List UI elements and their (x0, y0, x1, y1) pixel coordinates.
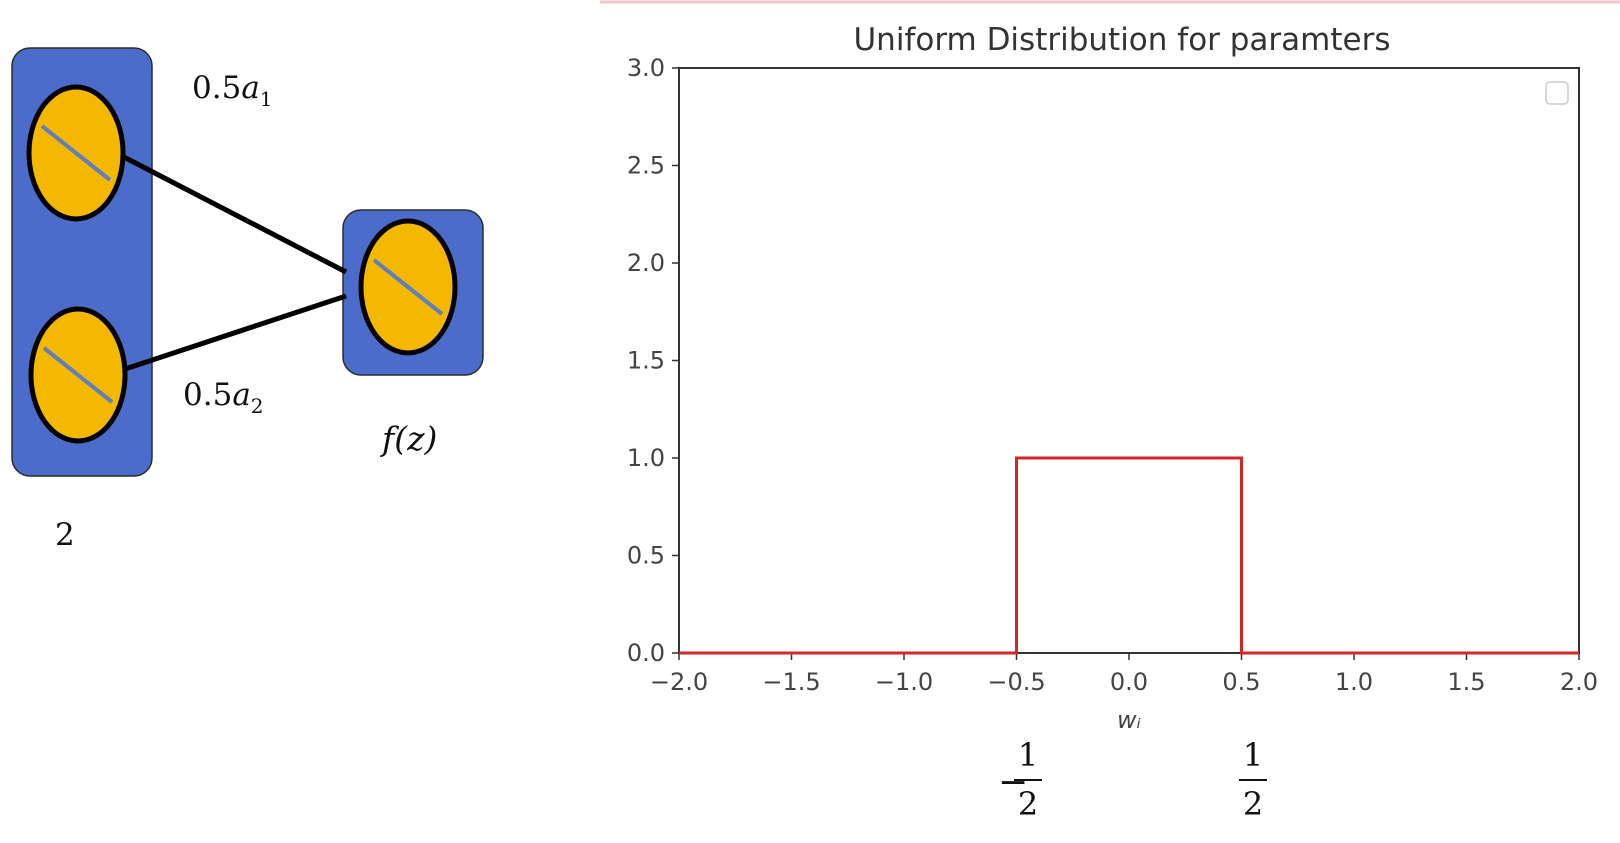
edge-bottom (121, 293, 347, 373)
y-tick-label: 1.0 (627, 444, 665, 472)
x-tick-label: −2.0 (650, 668, 708, 696)
y-tick-label: 1.5 (627, 347, 665, 375)
annotation-denominator: 2 (1243, 785, 1263, 823)
x-axis-label: wᵢ (1117, 706, 1141, 734)
y-tick-label: 2.0 (627, 249, 665, 277)
input-node-1 (26, 84, 126, 222)
input-layer-count: 2 (55, 517, 75, 553)
annotation-neg-half: − 1 2 (998, 736, 1042, 823)
x-tick-label: −1.5 (762, 668, 820, 696)
y-tick-label: 2.5 (627, 152, 665, 180)
annotation-sign: − (998, 762, 1028, 803)
edge-top-label: 0.5a1 (192, 70, 273, 111)
annotation-denominator: 2 (1018, 785, 1038, 823)
annotation-numerator: 1 (1018, 736, 1038, 774)
plot-area (678, 67, 1580, 654)
annotation-pos-half: 1 2 (1239, 736, 1267, 823)
edge-top (118, 152, 348, 275)
network-diagram: 0.5a1 0.5a2 f(z) 2 (11, 47, 484, 553)
x-tick-label: 0.5 (1222, 668, 1260, 696)
x-tick-label: 1.0 (1335, 668, 1373, 696)
annotation-numerator: 1 (1243, 736, 1263, 774)
x-tick-label: −1.0 (875, 668, 933, 696)
x-tick-label: 2.0 (1560, 668, 1598, 696)
x-axis: −2.0 −1.5 −1.0 −0.5 0.0 0.5 1.0 1.5 2.0 (650, 653, 1598, 696)
y-axis: 0.0 0.5 1.0 1.5 2.0 2.5 3.0 (627, 54, 679, 667)
output-function-label: f(z) (379, 419, 437, 458)
x-tick-label: 0.0 (1110, 668, 1148, 696)
edge-bottom-label: 0.5a2 (183, 377, 264, 418)
input-node-2 (28, 306, 128, 444)
series-layer (679, 456, 1579, 655)
y-tick-label: 0.0 (627, 639, 665, 667)
output-node (358, 218, 458, 356)
y-tick-label: 3.0 (627, 54, 665, 82)
x-tick-label: −0.5 (987, 668, 1045, 696)
legend-box (1545, 81, 1569, 105)
series-line (679, 456, 1579, 655)
y-tick-label: 0.5 (627, 542, 665, 570)
x-tick-label: 1.5 (1447, 668, 1485, 696)
uniform-distribution-chart: Uniform Distribution for paramters 0.00.… (627, 22, 1598, 823)
chart-title: Uniform Distribution for paramters (853, 22, 1390, 58)
